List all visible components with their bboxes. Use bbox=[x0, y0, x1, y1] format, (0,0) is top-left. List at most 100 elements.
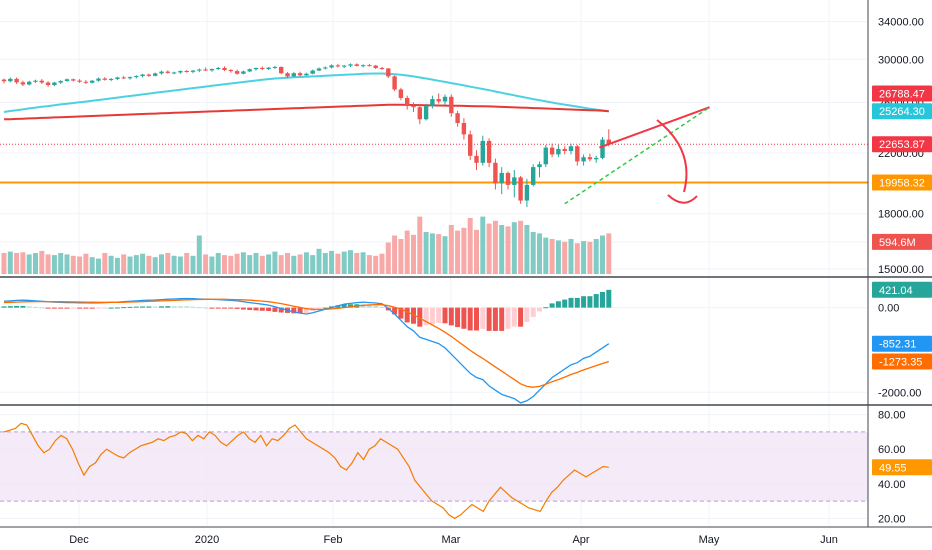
candle-body-65 bbox=[411, 106, 416, 108]
x-tick-4: Apr bbox=[572, 534, 589, 546]
candle-body-58 bbox=[367, 65, 372, 67]
candle-body-33 bbox=[209, 69, 215, 71]
candle-body-5 bbox=[33, 80, 38, 82]
candle-body-69 bbox=[436, 99, 441, 102]
macd-hist-bar-2 bbox=[14, 305, 20, 308]
candle-body-22 bbox=[140, 74, 145, 77]
x-axis-ticks[interactable]: Dec 2020 Feb Mar Apr May Jun bbox=[69, 534, 838, 546]
macd-hist-bar-72 bbox=[455, 307, 461, 328]
macd-hist-bar-3 bbox=[20, 305, 26, 308]
volume-bar-82 bbox=[518, 220, 524, 274]
candle-body-30 bbox=[190, 70, 196, 72]
macd-hist-bar-51 bbox=[322, 307, 328, 309]
volume-bar-17 bbox=[108, 255, 114, 274]
macd-hist-bar-33 bbox=[209, 307, 215, 309]
macd-hist-bar-73 bbox=[461, 307, 467, 329]
volume-bar-55 bbox=[348, 250, 353, 274]
candle-body-23 bbox=[146, 74, 152, 76]
sma-teal-line bbox=[3, 72, 609, 113]
macd-hist-bar-41 bbox=[259, 307, 265, 311]
volume-bar-85 bbox=[537, 233, 542, 274]
candle-body-75 bbox=[474, 155, 479, 163]
volume-bar-52 bbox=[329, 250, 335, 274]
macd-hist-bar-86 bbox=[543, 307, 549, 309]
candle-body-79 bbox=[499, 172, 504, 184]
macd-hist-bar-20 bbox=[127, 306, 133, 308]
drawn-down-arrow-stroke bbox=[656, 119, 688, 193]
rsi-tick-1: 60.00 bbox=[878, 444, 906, 456]
macd-hist-bar-0 bbox=[1, 306, 7, 308]
volume-bar-67 bbox=[423, 232, 429, 274]
macd-hist-bar-40 bbox=[253, 307, 259, 311]
x-tick-0: Dec bbox=[69, 534, 89, 546]
candle-body-19 bbox=[121, 77, 126, 79]
macd-hist-bar-7 bbox=[45, 307, 51, 309]
volume-bar-12 bbox=[77, 256, 83, 274]
volume-bar-27 bbox=[171, 255, 177, 274]
macd-hist-bar-5 bbox=[33, 306, 38, 308]
macd-hist-bar-17 bbox=[108, 307, 114, 309]
macd-badge-2-bg bbox=[872, 353, 932, 370]
volume-bar-88 bbox=[555, 240, 561, 274]
candle-body-7 bbox=[45, 82, 51, 86]
candle-body-37 bbox=[234, 71, 240, 74]
candle-body-59 bbox=[373, 65, 378, 68]
x-tick-3: Mar bbox=[442, 534, 461, 546]
macd-badge-0-text: 421.04 bbox=[879, 285, 913, 297]
volume-bar-1 bbox=[7, 251, 13, 274]
macd-hist-bar-92 bbox=[581, 296, 587, 308]
candle-body-17 bbox=[108, 78, 114, 80]
price-tick-6: 15000.00 bbox=[878, 264, 924, 276]
volume-bar-3 bbox=[20, 252, 26, 274]
macd-hist-bar-14 bbox=[89, 307, 95, 309]
macd-hist-bar-85 bbox=[537, 307, 542, 312]
macd-hist-bar-28 bbox=[177, 306, 183, 308]
y-axis-ticks[interactable]: 34000.0030000.0026000.0022000.0018000.00… bbox=[878, 16, 924, 525]
candle-body-3 bbox=[20, 82, 26, 85]
candle-body-63 bbox=[398, 89, 404, 98]
macd-hist-bar-65 bbox=[411, 307, 416, 324]
candle-body-9 bbox=[58, 81, 63, 83]
candle-body-1 bbox=[8, 78, 13, 82]
macd-hist-bar-6 bbox=[39, 307, 45, 309]
macd-hist-bar-35 bbox=[222, 307, 227, 309]
volume-bar-73 bbox=[461, 227, 467, 274]
volume-bar-72 bbox=[455, 230, 461, 274]
volume-bar-49 bbox=[310, 255, 316, 274]
macd-hist-bar-30 bbox=[190, 306, 196, 308]
candle-body-38 bbox=[241, 71, 246, 74]
candle-body-50 bbox=[316, 68, 322, 71]
volume-bar-70 bbox=[442, 236, 448, 274]
volume-bar-13 bbox=[83, 253, 89, 274]
volume-bar-41 bbox=[259, 255, 265, 274]
candle-body-70 bbox=[442, 96, 448, 102]
volume-bar-81 bbox=[511, 222, 517, 274]
volume-bar-50 bbox=[316, 248, 322, 274]
macd-histogram bbox=[1, 289, 612, 331]
volume-bar-53 bbox=[335, 253, 341, 274]
macd-badge-2-text: -1273.35 bbox=[879, 357, 922, 369]
macd-hist-bar-76 bbox=[480, 307, 486, 329]
volume-bar-43 bbox=[272, 251, 278, 274]
macd-hist-bar-81 bbox=[511, 307, 517, 327]
macd-hist-bar-22 bbox=[140, 306, 146, 308]
volume-bar-47 bbox=[297, 254, 303, 274]
volume-bar-80 bbox=[505, 226, 511, 274]
macd-hist-bar-63 bbox=[398, 307, 404, 319]
volume-bar-36 bbox=[228, 255, 234, 274]
candle-body-52 bbox=[329, 65, 334, 68]
candle-body-73 bbox=[461, 122, 467, 135]
candle-body-87 bbox=[549, 147, 555, 155]
volume-bar-83 bbox=[524, 225, 530, 274]
volume-bar-20 bbox=[127, 256, 133, 274]
price-pane bbox=[0, 63, 868, 274]
volume-bar-89 bbox=[562, 241, 568, 274]
volume-bar-33 bbox=[209, 256, 215, 274]
candle-body-77 bbox=[486, 140, 492, 163]
value-badges: 26788.47 25264.30 22653.87 19958.32 594.6M 42… bbox=[872, 85, 932, 476]
candle-body-90 bbox=[568, 146, 574, 151]
candle-body-6 bbox=[39, 80, 44, 83]
macd-hist-bar-19 bbox=[121, 307, 127, 309]
candle-body-8 bbox=[52, 82, 57, 86]
rsi-tick-2: 40.00 bbox=[878, 479, 906, 491]
